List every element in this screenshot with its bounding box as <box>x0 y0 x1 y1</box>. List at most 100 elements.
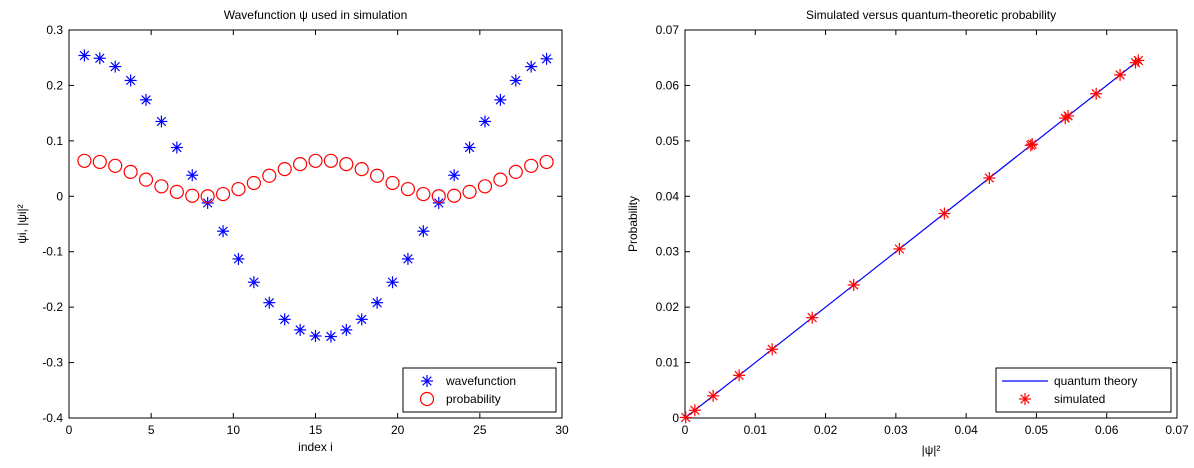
y-tick-label: 0.04 <box>656 189 680 203</box>
simulated-point <box>938 207 951 220</box>
y-tick-label: 0.2 <box>46 78 63 92</box>
x-tick-label: 0.04 <box>954 423 978 437</box>
probability-point <box>462 184 477 199</box>
probability-point <box>215 186 231 202</box>
wavefunction-point <box>448 169 461 182</box>
wavefunction-point <box>278 313 291 326</box>
wavefunction-point <box>540 52 553 65</box>
wavefunction-point <box>232 252 245 265</box>
wavefunction-point <box>324 330 337 343</box>
x-tick-label: 0.01 <box>744 423 768 437</box>
legend-probability-symbol <box>419 391 435 407</box>
simulated-point <box>679 411 692 424</box>
simulated-point <box>1114 68 1127 81</box>
simulated-point <box>983 171 996 184</box>
wavefunction-point <box>124 74 137 87</box>
probability-point <box>292 157 308 172</box>
simulated-point <box>1090 87 1103 100</box>
probability-point <box>246 175 261 191</box>
wavefunction-point <box>217 225 230 238</box>
simulated-point <box>1132 54 1145 67</box>
legend-label: wavefunction <box>445 374 516 388</box>
wavefunction-point <box>525 60 538 73</box>
y-axis-label: ψi, |ψi|² <box>15 204 29 243</box>
wavefunction-point <box>186 169 199 182</box>
wavefunction-point <box>371 296 384 309</box>
x-axis-label: |ψ|² <box>922 443 941 457</box>
simulated-point <box>766 343 779 356</box>
y-tick-label: 0.05 <box>656 134 680 148</box>
probability-point <box>231 181 246 197</box>
x-tick-label: 5 <box>148 423 155 437</box>
probability-point <box>370 168 385 183</box>
x-axis-label: index i <box>298 440 333 454</box>
x-tick-label: 0 <box>682 423 689 437</box>
wavefunction-point <box>509 74 522 87</box>
chart-title: Simulated versus quantum-theoretic proba… <box>806 8 1056 22</box>
y-tick-label: 0.02 <box>656 300 680 314</box>
x-tick-label: 25 <box>473 423 487 437</box>
wavefunction-point <box>140 93 153 106</box>
y-tick-label: -0.1 <box>42 245 63 259</box>
probability-point <box>308 153 323 168</box>
chart-title: Wavefunction ψ used in simulation <box>224 8 408 22</box>
x-tick-label: 20 <box>391 423 405 437</box>
y-tick-label: 0.1 <box>46 134 63 148</box>
probability-point <box>493 172 508 187</box>
probability-point <box>400 181 416 197</box>
y-tick-label: 0 <box>672 411 679 425</box>
probability-point <box>154 179 169 194</box>
chart-2: Simulated versus quantum-theoretic proba… <box>626 8 1189 457</box>
probability-point <box>524 158 539 173</box>
simulated-point <box>806 311 819 324</box>
probability-point <box>323 153 339 168</box>
wavefunction-point <box>463 141 476 154</box>
legend-wavefunction-symbol <box>421 375 433 387</box>
probability-point <box>277 162 292 177</box>
probability-point <box>385 175 400 191</box>
x-tick-label: 10 <box>227 423 241 437</box>
wavefunction-point <box>494 93 507 106</box>
y-tick-label: 0.06 <box>656 78 680 92</box>
legend-simulated-symbol <box>1019 393 1031 405</box>
x-tick-label: 0.02 <box>814 423 838 437</box>
simulated-point <box>1062 109 1075 122</box>
wavefunction-point <box>309 329 322 342</box>
y-tick-label: -0.2 <box>42 300 63 314</box>
plot-frame <box>68 29 563 419</box>
simulated-point <box>688 404 701 417</box>
probability-point <box>354 162 369 177</box>
wavefunction-point <box>93 52 106 65</box>
y-axis-label: Probability <box>626 196 640 252</box>
probability-point <box>539 154 554 170</box>
probability-point <box>123 164 138 179</box>
wavefunction-point <box>386 276 399 289</box>
probability-point <box>200 189 215 204</box>
y-tick-label: 0.03 <box>656 245 680 259</box>
wavefunction-point <box>170 141 183 154</box>
probability-point <box>169 184 184 199</box>
wavefunction-point <box>340 323 353 336</box>
wavefunction-point <box>109 60 122 73</box>
wavefunction-point <box>263 296 276 309</box>
probability-point <box>138 172 154 187</box>
x-tick-label: 0 <box>66 423 73 437</box>
x-tick-label: 0.07 <box>1165 423 1189 437</box>
probability-point <box>77 153 92 168</box>
legend: quantum theory simulated <box>995 367 1172 413</box>
y-tick-label: 0.01 <box>656 356 680 370</box>
probability-point <box>262 168 277 183</box>
y-tick-label: 0.07 <box>656 23 680 37</box>
simulated-point <box>1026 138 1039 151</box>
wavefunction-point <box>478 115 491 128</box>
x-tick-label: 15 <box>309 423 323 437</box>
wavefunction-point <box>401 252 414 265</box>
simulated-point <box>733 369 746 382</box>
x-tick-label: 0.05 <box>1025 423 1049 437</box>
y-tick-label: 0 <box>56 189 63 203</box>
wavefunction-point <box>355 313 368 326</box>
probability-point <box>447 188 462 203</box>
legend: wavefunction probability <box>402 367 557 413</box>
probability-point <box>416 186 431 202</box>
